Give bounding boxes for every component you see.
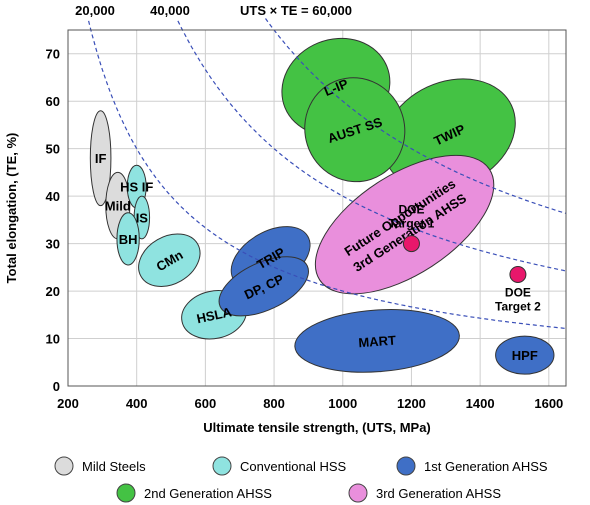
region-label-mild: Mild [105,199,131,214]
region-label-hs-if: HS IF [120,180,153,195]
y-tick-label: 40 [46,189,60,204]
legend-label-4: 2nd Generation AHSS [144,486,272,501]
region-label-hsla: HSLA [195,304,233,326]
doe-target-point-2 [509,265,527,283]
y-tick-label: 50 [46,142,60,157]
doe-target-label-2: DOE Target 2 [495,285,541,313]
legend-swatch-3 [396,456,416,476]
legend-label-5: 3rd Generation AHSS [376,486,501,501]
region-aust-ss [304,77,406,183]
regions [89,37,555,375]
x-tick-label: 200 [57,396,79,411]
x-tick-label: 1400 [466,396,495,411]
region-label-bh: BH [119,232,138,247]
plot-frame [67,29,567,387]
legend-label-3: 1st Generation AHSS [424,459,548,474]
x-tick-label: 600 [195,396,217,411]
doe-target-label-1: DOE Target 1 [389,203,435,231]
x-tick-label: 1000 [328,396,357,411]
y-tick-label: 10 [46,332,60,347]
legend-label-2: Conventional HSS [240,459,347,474]
region-label-if: IF [95,151,107,166]
legend-swatch-1 [54,456,74,476]
region-label-mart: MART [358,333,397,351]
region-mart [294,309,460,373]
y-tick-label: 70 [46,47,60,62]
region-dp-cp [218,256,309,317]
region-label-is: IS [136,210,149,225]
region-label-hpf: HPF [512,348,538,363]
iso-curves [88,18,567,330]
region-cmn [138,233,201,287]
y-tick-label: 60 [46,94,60,109]
tick-labels: 200 400 600 800 1000 1200 1400 1600 0 10 20 30 40 50 6… [46,47,564,411]
x-tick-label: 800 [263,396,285,411]
legend-label-1: Mild Steels [82,459,146,474]
region-hpf [495,335,555,375]
region-future-opportunities [314,154,495,295]
iso-curve-label-1: 20,000 [75,3,115,18]
iso-curve-labels: 20,000 40,000 UTS × TE = 60,000 [75,3,352,18]
iso-curve-label-3: UTS × TE = 60,000 [240,3,352,18]
region-if [89,110,112,207]
region-bh [116,212,140,266]
legend-swatch-5 [348,483,368,503]
y-axis-label: Total elongation, (TE, %) [4,133,19,284]
x-tick-label: 1200 [397,396,426,411]
legend: Mild Steels Conventional HSS 1st Generatio… [54,456,548,503]
x-tick-label: 1600 [534,396,563,411]
x-tick-label: 400 [126,396,148,411]
y-tick-label: 0 [53,379,60,394]
legend-swatch-2 [212,456,232,476]
iso-curve-40000 [177,20,567,272]
doe-target-point-1 [402,235,420,253]
y-tick-label: 20 [46,284,60,299]
target-points: DOE Target 1 DOE Target 2 [389,203,542,314]
legend-swatch-4 [116,483,136,503]
axes [67,29,567,387]
y-tick-label: 30 [46,237,60,252]
iso-curve-label-2: 40,000 [150,3,190,18]
x-axis-label: Ultimate tensile strength, (UTS, MPa) [203,420,431,435]
iso-curve-20000 [88,20,567,330]
